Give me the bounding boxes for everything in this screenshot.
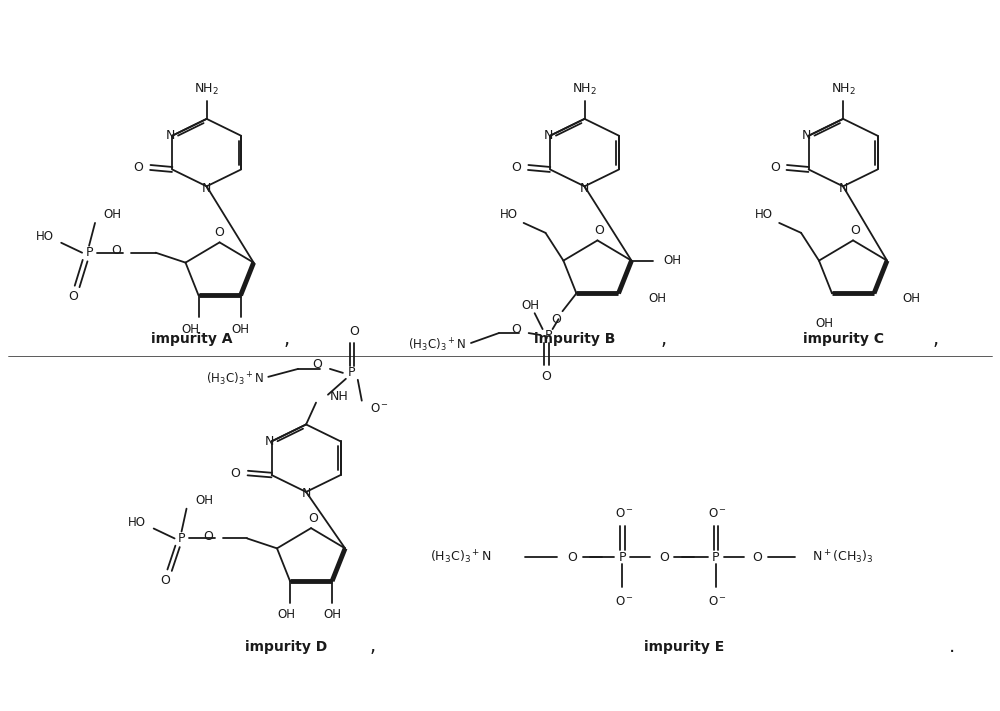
Text: OH: OH [323,609,341,621]
Text: O: O [659,551,669,564]
Text: NH$_2$: NH$_2$ [831,82,856,97]
Text: O: O [312,358,322,371]
Text: N: N [802,129,811,142]
Text: OH: OH [103,208,121,222]
Text: NH$_2$: NH$_2$ [194,82,219,97]
Text: O: O [349,325,359,338]
Text: OH: OH [232,323,250,336]
Text: O: O [511,161,521,174]
Text: OH: OH [815,316,833,330]
Text: O: O [770,161,780,174]
Text: O$^-$: O$^-$ [615,594,634,608]
Text: OH: OH [195,494,213,507]
Text: P: P [178,532,185,545]
Text: ,: , [283,330,289,348]
Text: O: O [850,224,860,237]
Text: N: N [580,182,589,195]
Text: P: P [545,328,552,341]
Text: N: N [202,182,211,195]
Text: OH: OH [648,292,666,305]
Text: P: P [712,551,720,564]
Text: .: . [949,637,956,656]
Text: ,: , [661,330,667,348]
Text: OH: OH [182,323,200,336]
Text: O: O [215,226,225,239]
Text: P: P [348,366,356,380]
Text: impurity B: impurity B [534,332,615,346]
Text: O: O [133,161,143,174]
Text: (H$_3$C)$_3$$^+$N: (H$_3$C)$_3$$^+$N [430,549,492,566]
Text: impurity C: impurity C [803,332,884,346]
Text: N: N [838,182,848,195]
Text: O: O [552,313,561,326]
Text: HO: HO [128,516,146,529]
Text: O$^-$: O$^-$ [708,594,727,608]
Text: O$^-$: O$^-$ [708,507,727,520]
Text: OH: OH [522,299,540,312]
Text: O: O [542,370,552,383]
Text: OH: OH [663,254,681,267]
Text: O: O [111,244,121,257]
Text: NH: NH [330,390,349,403]
Text: (H$_3$C)$_3$$^+$N: (H$_3$C)$_3$$^+$N [206,370,263,387]
Text: O$^-$: O$^-$ [370,402,389,415]
Text: impurity A: impurity A [151,332,232,346]
Text: OH: OH [277,609,295,621]
Text: P: P [85,246,93,260]
Text: P: P [619,551,626,564]
Text: impurity E: impurity E [644,640,724,653]
Text: ,: , [933,330,939,348]
Text: O: O [753,551,762,564]
Text: O: O [568,551,578,564]
Text: ,: , [370,637,376,656]
Text: O: O [230,466,240,480]
Text: HO: HO [36,230,54,243]
Text: O: O [203,530,213,543]
Text: N: N [543,129,553,142]
Text: O: O [595,224,604,237]
Text: impurity D: impurity D [245,640,327,653]
Text: NH$_2$: NH$_2$ [572,82,597,97]
Text: N: N [301,488,311,501]
Text: N: N [265,435,274,448]
Text: (H$_3$C)$_3$$^+$N: (H$_3$C)$_3$$^+$N [408,336,466,353]
Text: OH: OH [902,292,920,305]
Text: O: O [68,290,78,303]
Text: O$^-$: O$^-$ [615,507,634,520]
Text: O: O [161,574,171,587]
Text: HO: HO [755,208,773,222]
Text: O: O [511,323,521,336]
Text: N$^+$(CH$_3$)$_3$: N$^+$(CH$_3$)$_3$ [812,549,874,566]
Text: HO: HO [500,208,518,222]
Text: O: O [308,512,318,525]
Text: N: N [166,129,175,142]
